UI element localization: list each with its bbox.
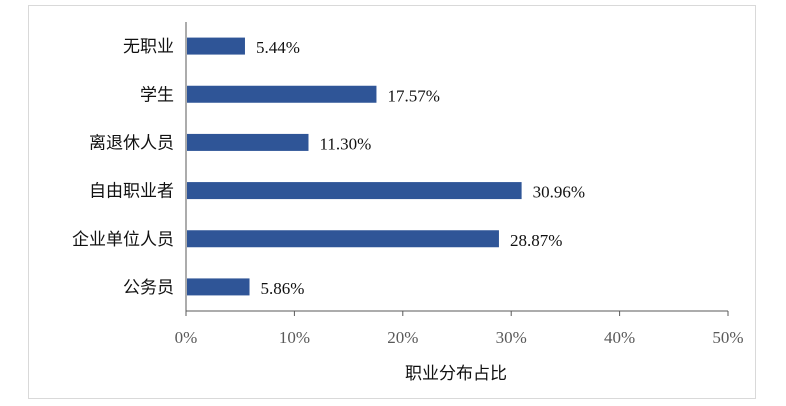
bar bbox=[187, 133, 309, 151]
x-tick-label: 50% bbox=[712, 328, 743, 347]
category-label: 自由职业者 bbox=[89, 182, 174, 202]
category-label: 学生 bbox=[140, 85, 174, 105]
data-label: 17.57% bbox=[387, 86, 439, 105]
bar bbox=[187, 85, 377, 103]
category-label: 企业单位人员 bbox=[72, 230, 174, 250]
bar bbox=[187, 37, 245, 55]
category-label: 公务员 bbox=[123, 278, 174, 298]
category-label: 离退休人员 bbox=[89, 133, 174, 153]
x-tick-label: 20% bbox=[387, 328, 418, 347]
x-tick-label: 40% bbox=[604, 328, 635, 347]
x-tick-label: 0% bbox=[175, 328, 198, 347]
category-label: 无职业 bbox=[123, 37, 174, 57]
data-label: 28.87% bbox=[510, 231, 562, 250]
chart-frame bbox=[28, 5, 756, 399]
data-label: 5.44% bbox=[256, 38, 300, 57]
data-label: 30.96% bbox=[533, 183, 585, 202]
bar bbox=[187, 182, 522, 200]
x-axis-title: 职业分布占比 bbox=[405, 364, 507, 384]
data-label: 5.86% bbox=[261, 279, 305, 298]
bar bbox=[187, 230, 499, 248]
bar bbox=[187, 278, 250, 296]
x-tick-label: 10% bbox=[279, 328, 310, 347]
data-label: 11.30% bbox=[319, 134, 371, 153]
x-tick-label: 30% bbox=[496, 328, 527, 347]
